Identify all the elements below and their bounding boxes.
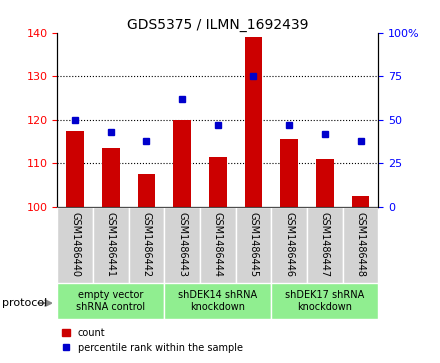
Text: shDEK14 shRNA
knockdown: shDEK14 shRNA knockdown (178, 290, 257, 312)
Bar (164, 207, 200, 283)
Bar (271, 207, 307, 283)
Bar (128, 207, 164, 283)
Text: protocol: protocol (2, 298, 48, 308)
Text: GSM1486447: GSM1486447 (320, 212, 330, 277)
Bar (236, 207, 271, 283)
Title: GDS5375 / ILMN_1692439: GDS5375 / ILMN_1692439 (127, 18, 308, 32)
Bar (280, 139, 298, 207)
Bar (316, 159, 334, 207)
Bar (307, 207, 343, 283)
Bar (57, 283, 164, 319)
Bar (173, 120, 191, 207)
Bar (164, 283, 271, 319)
Bar (245, 37, 262, 207)
Bar (93, 207, 128, 283)
Bar (271, 283, 378, 319)
Text: GSM1486446: GSM1486446 (284, 212, 294, 277)
Text: GSM1486441: GSM1486441 (106, 212, 116, 277)
Text: GSM1486444: GSM1486444 (213, 212, 223, 277)
Bar (57, 207, 93, 283)
Bar (102, 148, 120, 207)
Text: GSM1486445: GSM1486445 (249, 212, 258, 277)
Bar (66, 131, 84, 207)
Bar (138, 174, 155, 207)
Text: shDEK17 shRNA
knockdown: shDEK17 shRNA knockdown (285, 290, 364, 312)
Text: GSM1486448: GSM1486448 (356, 212, 366, 277)
Bar (200, 207, 236, 283)
Text: GSM1486440: GSM1486440 (70, 212, 80, 277)
Text: GSM1486442: GSM1486442 (141, 212, 151, 277)
Bar (209, 157, 227, 207)
Text: GSM1486443: GSM1486443 (177, 212, 187, 277)
Bar (352, 196, 370, 207)
Text: empty vector
shRNA control: empty vector shRNA control (76, 290, 145, 312)
Bar (343, 207, 378, 283)
Legend: count, percentile rank within the sample: count, percentile rank within the sample (62, 328, 242, 353)
